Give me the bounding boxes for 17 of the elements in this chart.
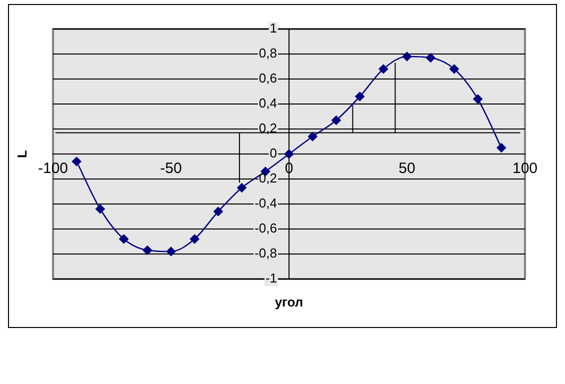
x-tick-label: -100	[38, 160, 68, 178]
x-tick-label: 50	[398, 160, 416, 178]
y-tick-label: 0,6	[258, 70, 277, 86]
y-tick-label: -0,2	[254, 170, 277, 186]
y-tick-label: -1	[265, 270, 277, 286]
x-tick-label: 100	[512, 160, 538, 178]
y-tick-label: 1	[270, 20, 277, 36]
y-tick-label: -0,6	[254, 220, 277, 236]
y-tick-label: -0,8	[254, 246, 277, 261]
y-tick-label: 0,8	[258, 46, 277, 61]
x-axis-title: угол	[274, 294, 304, 310]
x-tick-label: -50	[160, 160, 182, 178]
y-tick-label: -0,4	[254, 196, 277, 211]
y-tick-label: 0,2	[258, 120, 277, 136]
y-axis-title: L	[14, 150, 30, 158]
y-tick-label: 0	[270, 146, 277, 161]
y-tick-label: 0,4	[258, 96, 277, 111]
